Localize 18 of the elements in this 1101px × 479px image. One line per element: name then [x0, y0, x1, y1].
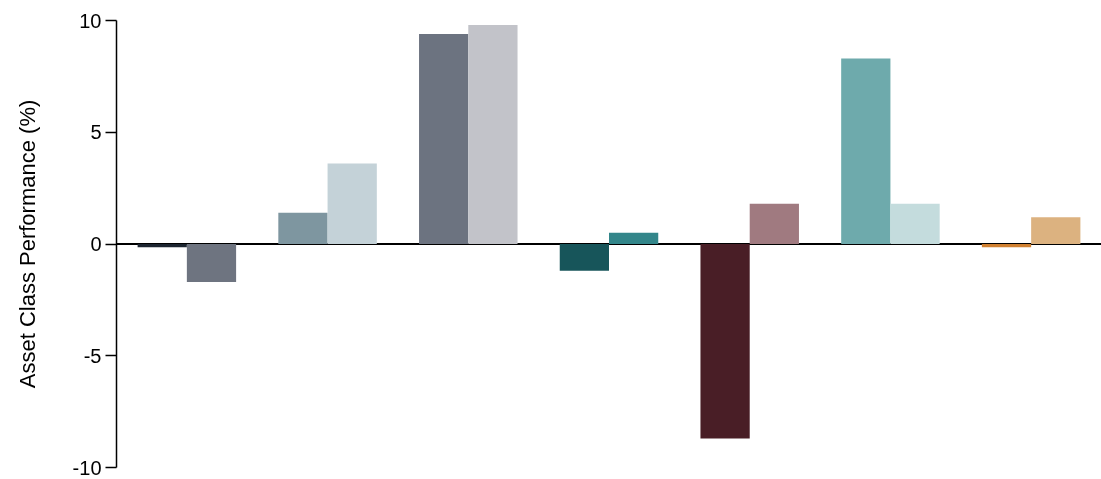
bar	[419, 33, 469, 244]
bar	[468, 24, 518, 244]
bar	[559, 244, 609, 271]
y-axis-title: Asset Class Performance (%)	[14, 99, 40, 389]
y-tick-label: 5	[90, 121, 102, 144]
y-tick-label: 0	[90, 233, 102, 255]
bar	[609, 232, 659, 244]
bar	[186, 244, 237, 282]
bar	[1031, 217, 1081, 244]
bar	[749, 203, 799, 244]
bar	[278, 212, 328, 244]
bar	[890, 203, 940, 244]
y-tick-label: -10	[72, 456, 102, 479]
y-tick-label: -5	[83, 344, 102, 367]
bar	[841, 58, 891, 244]
y-tick-label: 10	[79, 9, 102, 32]
bar	[700, 244, 750, 439]
bar	[327, 163, 377, 244]
